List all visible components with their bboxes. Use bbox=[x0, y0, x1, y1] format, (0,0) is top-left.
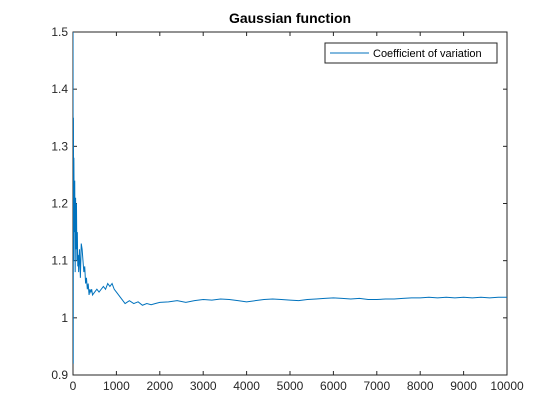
y-tick-label: 1.3 bbox=[51, 139, 68, 153]
y-tick-label: 0.9 bbox=[51, 368, 68, 382]
y-tick-label: 1 bbox=[61, 311, 68, 325]
x-tick-label: 9000 bbox=[450, 379, 477, 393]
plot-area bbox=[73, 32, 507, 375]
y-tick-label: 1.4 bbox=[51, 82, 68, 96]
y-tick-label: 1.5 bbox=[51, 25, 68, 39]
y-tick-label: 1.1 bbox=[51, 254, 68, 268]
legend: Coefficient of variation bbox=[325, 43, 497, 63]
x-tick-label: 10000 bbox=[490, 379, 524, 393]
x-tick-label: 7000 bbox=[363, 379, 390, 393]
x-tick-label: 1000 bbox=[103, 379, 130, 393]
chart-title: Gaussian function bbox=[229, 10, 351, 26]
x-tick-label: 5000 bbox=[277, 379, 304, 393]
x-tick-label: 2000 bbox=[146, 379, 173, 393]
x-tick-label: 0 bbox=[70, 379, 77, 393]
y-tick-label: 1.2 bbox=[51, 197, 68, 211]
x-tick-label: 3000 bbox=[190, 379, 217, 393]
x-tick-label: 4000 bbox=[233, 379, 260, 393]
x-tick-label: 6000 bbox=[320, 379, 347, 393]
x-tick-label: 8000 bbox=[407, 379, 434, 393]
legend-entry-label: Coefficient of variation bbox=[373, 48, 482, 60]
